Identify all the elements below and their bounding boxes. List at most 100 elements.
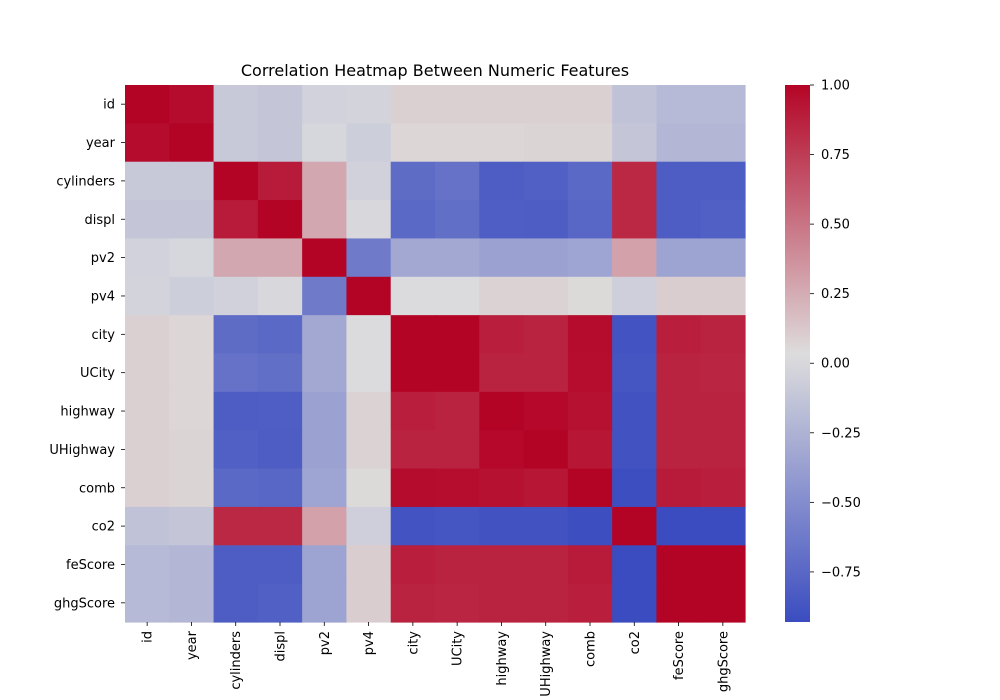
heatmap-cell-feScore-displ [257, 545, 303, 585]
heatmap-cell-ghgScore-UHighway [523, 583, 569, 623]
colorbar-tick-label-7: −0.75 [821, 565, 861, 580]
heatmap-cell-cylinders-city [390, 161, 436, 201]
heatmap-cell-year-UHighway [523, 123, 569, 163]
heatmap-cell-displ-ghgScore [700, 200, 746, 240]
heatmap-cell-co2-feScore [656, 506, 702, 546]
heatmap-cell-highway-ghgScore [700, 391, 746, 431]
heatmap-cell-UCity-pv4 [346, 353, 392, 393]
heatmap-cell-highway-UHighway [523, 391, 569, 431]
x-axis-ticks: id year cylinders displ pv2 pv4 city UCity highw… [141, 622, 731, 697]
colorbar: 1.00 0.75 0.50 0.25 0.00 −0.25 −0.50 −0.75 [785, 79, 861, 622]
heatmap-cell-id-pv2 [302, 85, 348, 124]
heatmap-cell-comb-displ [257, 468, 303, 508]
heatmap-cell-pv2-co2 [612, 238, 658, 278]
heatmap-cell-co2-id [125, 506, 170, 546]
heatmap-cell-id-year [169, 85, 215, 124]
heatmap-cell-ghgScore-pv4 [346, 583, 392, 623]
colorbar-ticks: 1.00 0.75 0.50 0.25 0.00 −0.25 −0.50 −0.75 [810, 79, 861, 580]
heatmap-cell-ghgScore-id [125, 583, 170, 623]
heatmap-cell-id-cylinders [213, 85, 259, 124]
heatmap-cell-city-comb [567, 315, 613, 355]
heatmap-cell-UHighway-highway [479, 430, 525, 470]
heatmap-cell-year-ghgScore [700, 123, 746, 163]
heatmap-cell-cylinders-cylinders [213, 161, 259, 201]
heatmap-cell-pv2-pv2 [302, 238, 348, 278]
heatmap-cell-year-year [169, 123, 215, 163]
heatmap-cell-city-feScore [656, 315, 702, 355]
heatmap-cell-feScore-UCity [435, 545, 480, 585]
y-tick-label-displ: displ [84, 213, 115, 228]
heatmap-cell-ghgScore-feScore [656, 583, 702, 623]
heatmap-cell-year-co2 [612, 123, 658, 163]
heatmap-cell-pv2-city [390, 238, 436, 278]
heatmap-cell-UHighway-cylinders [213, 430, 259, 470]
heatmap-cell-year-pv2 [302, 123, 348, 163]
heatmap-cell-UCity-pv2 [302, 353, 348, 393]
heatmap-cell-displ-highway [479, 200, 525, 240]
heatmap-cell-pv4-UCity [435, 276, 480, 316]
heatmap-cell-pv4-cylinders [213, 276, 259, 316]
heatmap-cell-UCity-co2 [612, 353, 658, 393]
heatmap-cell-pv2-highway [479, 238, 525, 278]
heatmap-cell-feScore-comb [567, 545, 613, 585]
heatmap-cell-cylinders-UCity [435, 161, 480, 201]
heatmap-cell-comb-highway [479, 468, 525, 508]
heatmap-cell-displ-pv4 [346, 200, 392, 240]
heatmap-cell-cylinders-pv2 [302, 161, 348, 201]
heatmap-cell-feScore-pv2 [302, 545, 348, 585]
heatmap-cell-id-id [125, 85, 170, 124]
heatmap-cell-ghgScore-city [390, 583, 436, 623]
heatmap-cell-pv4-ghgScore [700, 276, 746, 316]
heatmap-cell-highway-year [169, 391, 215, 431]
heatmap-cell-co2-year [169, 506, 215, 546]
heatmap-cell-co2-pv2 [302, 506, 348, 546]
heatmap-cell-co2-displ [257, 506, 303, 546]
heatmap-cell-co2-comb [567, 506, 613, 546]
y-axis-ticks: id year cylinders displ pv2 pv4 city UCity highw… [49, 98, 125, 611]
heatmap-cell-cylinders-UHighway [523, 161, 569, 201]
heatmap-cell-co2-UCity [435, 506, 480, 546]
heatmap-cell-feScore-UHighway [523, 545, 569, 585]
x-tick-label-co2: co2 [628, 631, 643, 654]
heatmap-cell-co2-city [390, 506, 436, 546]
heatmap-cell-feScore-feScore [656, 545, 702, 585]
heatmap-cell-UHighway-id [125, 430, 170, 470]
heatmap-cell-year-cylinders [213, 123, 259, 163]
heatmap-cell-year-comb [567, 123, 613, 163]
heatmap-cell-id-city [390, 85, 436, 124]
heatmap-cell-pv4-highway [479, 276, 525, 316]
heatmap-cell-id-ghgScore [700, 85, 746, 124]
colorbar-tick-label-0: 1.00 [821, 79, 850, 94]
heatmap-cell-comb-UHighway [523, 468, 569, 508]
heatmap-cell-ghgScore-pv2 [302, 583, 348, 623]
heatmap-cell-ghgScore-year [169, 583, 215, 623]
heatmap-cell-UHighway-UHighway [523, 430, 569, 470]
heatmap-cell-highway-city [390, 391, 436, 431]
heatmap-cell-city-cylinders [213, 315, 259, 355]
heatmap-cell-UCity-cylinders [213, 353, 259, 393]
heatmap-cell-pv2-comb [567, 238, 613, 278]
heatmap-cell-highway-cylinders [213, 391, 259, 431]
heatmap-cell-city-highway [479, 315, 525, 355]
heatmap-cell-cylinders-pv4 [346, 161, 392, 201]
heatmap-cell-comb-city [390, 468, 436, 508]
heatmap-cell-ghgScore-ghgScore [700, 583, 746, 623]
heatmap-cell-UCity-id [125, 353, 170, 393]
heatmap-cell-feScore-year [169, 545, 215, 585]
heatmap-cell-displ-city [390, 200, 436, 240]
heatmap-cell-co2-co2 [612, 506, 658, 546]
heatmap-cell-city-pv4 [346, 315, 392, 355]
heatmap-cell-co2-ghgScore [700, 506, 746, 546]
heatmap-cell-pv4-city [390, 276, 436, 316]
heatmap-cell-pv4-UHighway [523, 276, 569, 316]
y-tick-label-pv4: pv4 [91, 289, 115, 304]
heatmap-cell-id-comb [567, 85, 613, 124]
heatmap-cell-id-UCity [435, 85, 480, 124]
heatmap-cell-co2-highway [479, 506, 525, 546]
heatmap-cell-ghgScore-co2 [612, 583, 658, 623]
heatmap-cell-pv2-cylinders [213, 238, 259, 278]
heatmap-cell-displ-comb [567, 200, 613, 240]
heatmap-cell-highway-id [125, 391, 170, 431]
heatmap-cell-ghgScore-cylinders [213, 583, 259, 623]
